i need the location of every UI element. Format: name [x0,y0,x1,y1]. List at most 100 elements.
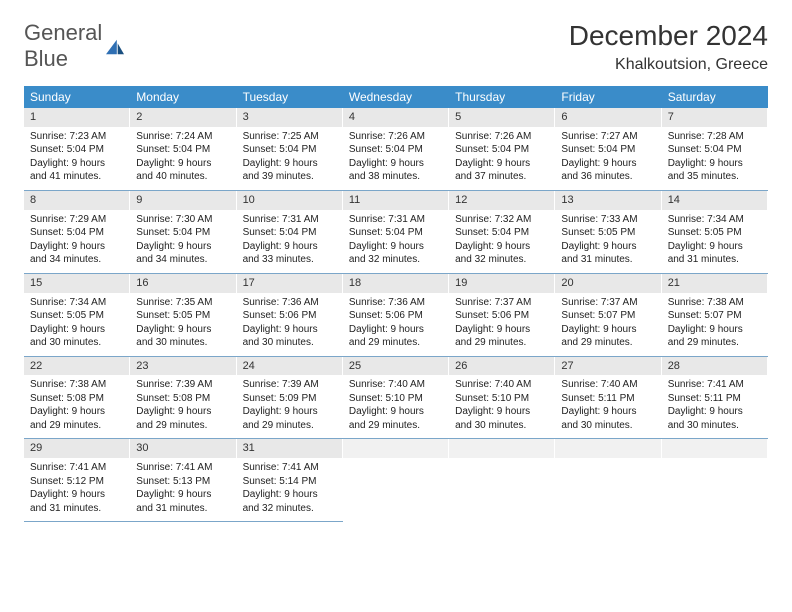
day-info-line: and 31 minutes. [136,502,230,516]
day-info-line: and 29 minutes. [136,419,230,433]
calendar-day: 4Sunrise: 7:26 AMSunset: 5:04 PMDaylight… [343,108,449,190]
day-info-line: Sunrise: 7:41 AM [243,461,337,475]
day-info-line: Daylight: 9 hours [455,405,549,419]
day-info-line: Sunset: 5:04 PM [30,226,124,240]
day-number: 15 [24,274,130,293]
title-block: December 2024 Khalkoutsion, Greece [569,20,768,74]
calendar-day: 19Sunrise: 7:37 AMSunset: 5:06 PMDayligh… [449,273,555,356]
day-content: Sunrise: 7:34 AMSunset: 5:05 PMDaylight:… [24,293,130,350]
day-content: Sunrise: 7:41 AMSunset: 5:12 PMDaylight:… [24,458,130,515]
day-info-line: Sunrise: 7:39 AM [243,378,337,392]
day-content: Sunrise: 7:40 AMSunset: 5:10 PMDaylight:… [343,375,449,432]
calendar-day: 3Sunrise: 7:25 AMSunset: 5:04 PMDaylight… [237,108,343,190]
calendar-day: 21Sunrise: 7:38 AMSunset: 5:07 PMDayligh… [662,273,768,356]
calendar-day: 5Sunrise: 7:26 AMSunset: 5:04 PMDaylight… [449,108,555,190]
day-info-line: Sunrise: 7:41 AM [668,378,762,392]
day-header: Friday [555,86,661,108]
day-header: Monday [130,86,236,108]
day-info-line: Daylight: 9 hours [30,157,124,171]
day-info-line: Sunrise: 7:41 AM [30,461,124,475]
day-info-line: Sunset: 5:07 PM [561,309,655,323]
header: General Blue December 2024 Khalkoutsion,… [24,20,768,74]
day-info-line: Sunset: 5:04 PM [136,226,230,240]
calendar-day: 27Sunrise: 7:40 AMSunset: 5:11 PMDayligh… [555,356,661,439]
day-info-line: and 31 minutes. [30,502,124,516]
day-info-line: Sunset: 5:04 PM [668,143,762,157]
calendar-day: 16Sunrise: 7:35 AMSunset: 5:05 PMDayligh… [130,273,236,356]
day-info-line: Sunset: 5:09 PM [243,392,337,406]
day-info-line: Sunrise: 7:40 AM [455,378,549,392]
day-content: Sunrise: 7:37 AMSunset: 5:07 PMDaylight:… [555,293,661,350]
calendar-day: 30Sunrise: 7:41 AMSunset: 5:13 PMDayligh… [130,439,236,522]
day-content: Sunrise: 7:34 AMSunset: 5:05 PMDaylight:… [662,210,768,267]
day-info-line: and 29 minutes. [455,336,549,350]
day-info-line: and 38 minutes. [349,170,443,184]
day-header: Wednesday [343,86,449,108]
day-info-line: and 31 minutes. [668,253,762,267]
day-info-line: Daylight: 9 hours [30,240,124,254]
day-info-line: Daylight: 9 hours [243,240,337,254]
day-info-line: and 32 minutes. [349,253,443,267]
day-content: Sunrise: 7:23 AMSunset: 5:04 PMDaylight:… [24,127,130,184]
day-info-line: Sunset: 5:07 PM [668,309,762,323]
day-info-line: and 30 minutes. [668,419,762,433]
day-info-line: Daylight: 9 hours [30,405,124,419]
calendar-day: 22Sunrise: 7:38 AMSunset: 5:08 PMDayligh… [24,356,130,439]
day-content: Sunrise: 7:26 AMSunset: 5:04 PMDaylight:… [343,127,449,184]
day-info-line: Daylight: 9 hours [349,405,443,419]
day-info-line: Sunrise: 7:34 AM [668,213,762,227]
calendar-day: 2Sunrise: 7:24 AMSunset: 5:04 PMDaylight… [130,108,236,190]
day-info-line: Sunrise: 7:24 AM [136,130,230,144]
calendar-day: 18Sunrise: 7:36 AMSunset: 5:06 PMDayligh… [343,273,449,356]
day-number: 30 [130,439,236,458]
day-info-line: Sunrise: 7:27 AM [561,130,655,144]
calendar-day: 9Sunrise: 7:30 AMSunset: 5:04 PMDaylight… [130,190,236,273]
day-info-line: Daylight: 9 hours [561,240,655,254]
day-info-line: Daylight: 9 hours [668,240,762,254]
day-info-line: and 32 minutes. [243,502,337,516]
day-info-line: and 36 minutes. [561,170,655,184]
calendar-week: 15Sunrise: 7:34 AMSunset: 5:05 PMDayligh… [24,273,768,356]
day-info-line: and 29 minutes. [243,419,337,433]
day-number: 14 [662,191,768,210]
calendar-day: 24Sunrise: 7:39 AMSunset: 5:09 PMDayligh… [237,356,343,439]
day-info-line: Sunset: 5:05 PM [561,226,655,240]
day-info-line: Daylight: 9 hours [30,488,124,502]
day-info-line: Daylight: 9 hours [668,405,762,419]
calendar-day: 17Sunrise: 7:36 AMSunset: 5:06 PMDayligh… [237,273,343,356]
day-info-line: and 29 minutes. [349,336,443,350]
day-info-line: Daylight: 9 hours [243,405,337,419]
calendar-day [449,439,555,522]
calendar-day: 11Sunrise: 7:31 AMSunset: 5:04 PMDayligh… [343,190,449,273]
day-info-line: Sunrise: 7:28 AM [668,130,762,144]
calendar-day: 1Sunrise: 7:23 AMSunset: 5:04 PMDaylight… [24,108,130,190]
day-number: 23 [130,357,236,376]
day-info-line: Sunrise: 7:41 AM [136,461,230,475]
calendar-day: 31Sunrise: 7:41 AMSunset: 5:14 PMDayligh… [237,439,343,522]
day-content: Sunrise: 7:38 AMSunset: 5:07 PMDaylight:… [662,293,768,350]
day-info-line: Daylight: 9 hours [136,405,230,419]
day-info-line: Sunset: 5:14 PM [243,475,337,489]
day-number: 3 [237,108,343,127]
day-info-line: and 31 minutes. [561,253,655,267]
calendar-day: 8Sunrise: 7:29 AMSunset: 5:04 PMDaylight… [24,190,130,273]
calendar-day: 14Sunrise: 7:34 AMSunset: 5:05 PMDayligh… [662,190,768,273]
day-info-line: Daylight: 9 hours [349,323,443,337]
sail-icon [104,38,126,56]
day-content: Sunrise: 7:40 AMSunset: 5:10 PMDaylight:… [449,375,555,432]
day-info-line: Sunrise: 7:25 AM [243,130,337,144]
day-content: Sunrise: 7:26 AMSunset: 5:04 PMDaylight:… [449,127,555,184]
day-info-line: Sunset: 5:11 PM [561,392,655,406]
calendar-week: 8Sunrise: 7:29 AMSunset: 5:04 PMDaylight… [24,190,768,273]
day-info-line: Sunset: 5:06 PM [349,309,443,323]
calendar-day [343,439,449,522]
day-info-line: Sunset: 5:06 PM [243,309,337,323]
day-number: 10 [237,191,343,210]
day-number: 5 [449,108,555,127]
day-info-line: Sunset: 5:08 PM [136,392,230,406]
logo: General Blue [24,20,126,72]
day-info-line: Sunrise: 7:39 AM [136,378,230,392]
day-number: 25 [343,357,449,376]
day-content: Sunrise: 7:41 AMSunset: 5:14 PMDaylight:… [237,458,343,515]
day-info-line: Sunset: 5:04 PM [455,226,549,240]
